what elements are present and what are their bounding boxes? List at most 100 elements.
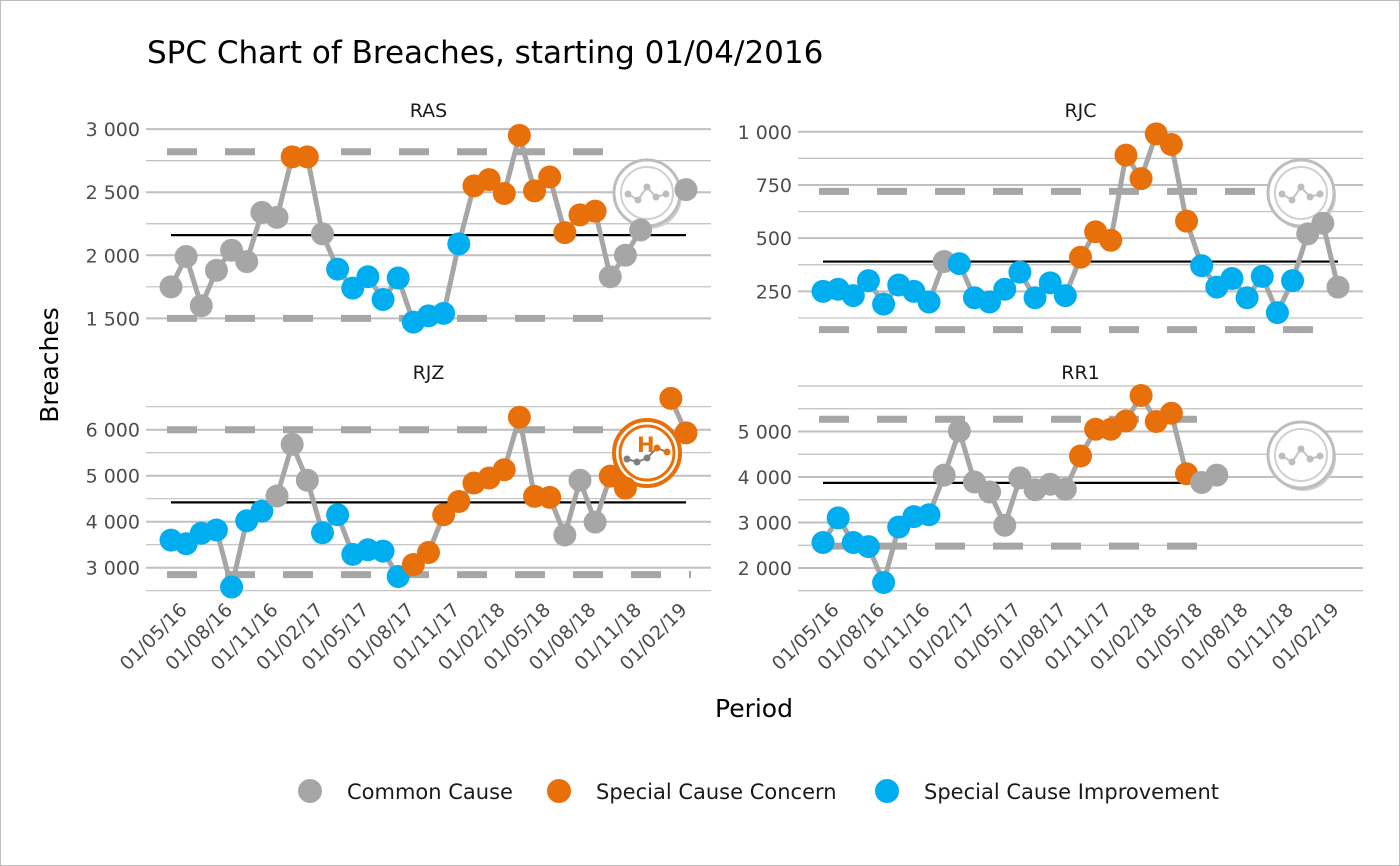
y-tick-label: 2 500 — [86, 182, 140, 204]
data-point — [447, 232, 471, 256]
data-point — [1129, 384, 1153, 408]
panel-ras: RAS 1 500 2 000 2 500 3 000 — [86, 100, 711, 334]
data-point — [932, 463, 956, 487]
y-tick-label: 250 — [756, 281, 792, 303]
data-point — [583, 510, 607, 534]
data-point — [659, 386, 683, 410]
data-point — [280, 432, 304, 456]
data-point — [1129, 167, 1153, 191]
common-cause-icon — [1266, 420, 1336, 491]
chart-title: SPC Chart of Breaches, starting 01/04/20… — [147, 35, 823, 71]
data-point — [310, 222, 334, 246]
data-point — [856, 269, 880, 293]
data-point — [674, 421, 698, 445]
data-point — [598, 265, 622, 289]
data-point — [235, 250, 259, 274]
data-point — [447, 489, 471, 513]
data-point — [947, 252, 971, 276]
data-point — [993, 513, 1017, 537]
data-point — [1053, 284, 1077, 308]
data-point — [326, 257, 350, 281]
y-tick-label: 3 000 — [86, 558, 140, 580]
y-tick-label: 3 000 — [86, 119, 140, 141]
data-point — [872, 571, 896, 595]
data-point — [1023, 286, 1047, 310]
data-point — [1175, 209, 1199, 233]
data-point — [250, 499, 274, 523]
panel-title: RAS — [410, 100, 448, 122]
data-point — [826, 506, 850, 530]
data-point — [1281, 269, 1305, 293]
data-point — [553, 523, 577, 547]
legend: Common Cause Special Cause Concern Special… — [298, 779, 1219, 804]
data-point — [978, 480, 1002, 504]
y-axis-label: Breaches — [35, 307, 64, 423]
data-point — [1038, 271, 1062, 295]
data-point — [629, 218, 653, 242]
y-tick-label: 5 000 — [738, 421, 792, 443]
data-point — [841, 284, 865, 308]
data-point — [1326, 275, 1350, 299]
data-point — [204, 258, 228, 282]
data-point — [432, 503, 456, 527]
common-cause-icon — [612, 158, 682, 229]
data-point — [1190, 254, 1214, 278]
data-point — [538, 485, 562, 509]
y-tick-label: 5 000 — [86, 466, 140, 488]
legend-item: Common Cause — [298, 779, 513, 804]
data-point — [1099, 228, 1123, 252]
data-point — [1159, 133, 1183, 157]
data-point — [978, 290, 1002, 314]
y-tick-label: 4 000 — [738, 467, 792, 489]
data-point — [1250, 264, 1274, 288]
data-point — [1069, 444, 1092, 468]
special-cause-concern-high-icon: H — [612, 418, 682, 488]
data-point — [1053, 477, 1077, 501]
y-tick-label: 750 — [756, 175, 792, 197]
data-point — [432, 301, 456, 325]
data-point — [1069, 245, 1092, 269]
data-point — [159, 275, 183, 299]
data-point — [295, 145, 319, 169]
data-point — [417, 541, 440, 565]
data-point — [1235, 286, 1259, 310]
data-point — [1114, 409, 1138, 433]
data-point — [310, 521, 334, 545]
y-tick-label: 3 000 — [738, 512, 792, 534]
legend-label: Special Cause Concern — [596, 780, 837, 804]
data-point — [507, 123, 531, 147]
y-tick-label: 4 000 — [86, 512, 140, 534]
data-point — [386, 266, 410, 290]
data-point — [947, 419, 971, 443]
data-point — [1311, 211, 1335, 235]
data-point — [872, 292, 896, 316]
data-point — [674, 178, 698, 202]
data-point — [613, 476, 637, 500]
data-point — [811, 531, 835, 555]
facet-panels: RAS 1 500 2 000 2 500 3 000 RJC 250 500 750 1 000… — [86, 100, 1363, 675]
data-point — [917, 290, 941, 314]
data-point — [204, 518, 228, 542]
legend-item: Special Cause Concern — [547, 779, 837, 804]
data-point — [507, 405, 531, 429]
legend-marker — [547, 779, 571, 803]
data-point — [613, 243, 637, 267]
data-point — [326, 503, 350, 527]
data-point — [917, 503, 941, 527]
data-point — [553, 221, 577, 245]
data-point — [265, 484, 289, 508]
data-point — [371, 539, 395, 563]
data-point — [856, 535, 880, 559]
legend-marker — [298, 779, 322, 803]
data-point — [1114, 143, 1138, 167]
y-tick-label: 500 — [756, 228, 792, 250]
y-tick-label: 2 000 — [86, 245, 140, 267]
data-point — [583, 199, 607, 223]
data-point — [189, 294, 213, 318]
data-point — [568, 468, 592, 492]
data-point — [356, 265, 380, 289]
